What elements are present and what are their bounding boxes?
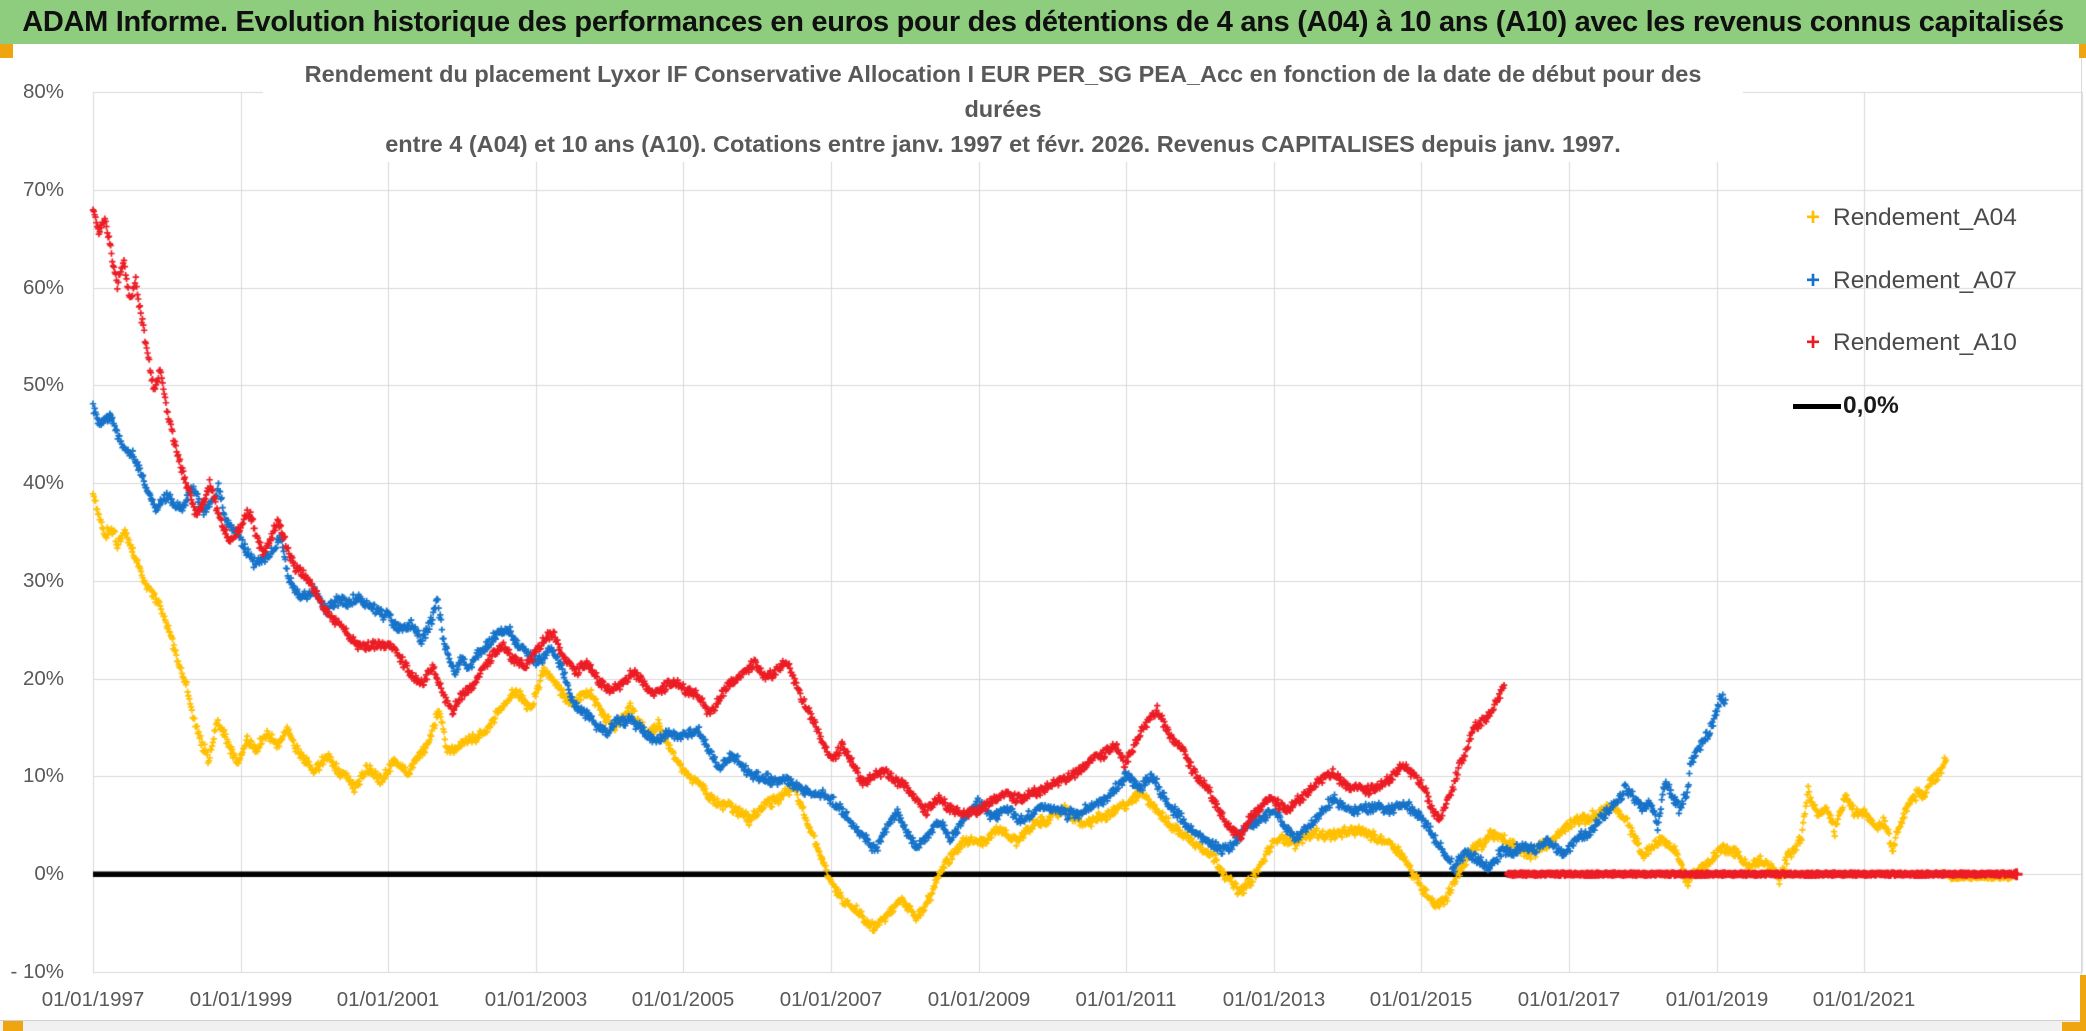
legend-label: Rendement_A10 (1833, 329, 2017, 356)
x-axis-label: 01/01/2019 (1665, 988, 1769, 1011)
x-axis-label: 01/01/2003 (484, 988, 588, 1011)
x-axis-label: 01/01/2021 (1812, 988, 1916, 1011)
y-axis-label: 20% (22, 667, 64, 690)
page-title: ADAM Informe. Evolution historique des p… (22, 5, 2064, 38)
x-axis-label: 01/01/2001 (336, 988, 440, 1011)
chart-subtitle: entre 4 (A04) et 10 ans (A10). Cotations… (385, 131, 1621, 157)
y-axis-label: 80% (22, 80, 64, 103)
x-axis-label: 01/01/1997 (41, 988, 145, 1011)
bottom-scrollbar[interactable] (0, 1020, 2086, 1031)
x-axis-label: 01/01/2005 (631, 988, 735, 1011)
y-axis-label: 0% (34, 862, 64, 885)
y-axis-label: - 10% (10, 960, 64, 983)
chart-title: Rendement du placement Lyxor IF Conserva… (304, 61, 1702, 122)
legend-item-rendement-a04[interactable]: + Rendement_A04 (1793, 203, 2017, 233)
legend-label: 0,0% (1843, 392, 1899, 419)
chart-title-block: Rendement du placement Lyxor IF Conserva… (263, 57, 1743, 162)
legend-item-rendement-a07[interactable]: + Rendement_A07 (1793, 266, 2017, 296)
y-axis-label: 30% (22, 569, 64, 592)
y-axis-label: 40% (22, 471, 64, 494)
chart-right-border (2081, 58, 2082, 1020)
legend-label: Rendement_A07 (1833, 267, 2017, 294)
gold-accent-right (2080, 975, 2086, 1031)
x-axis-label: 01/01/2011 (1075, 988, 1177, 1011)
plus-marker-icon: + (1805, 267, 1820, 294)
gold-accent-top-left (0, 44, 13, 58)
x-axis-label: 01/01/2015 (1369, 988, 1473, 1011)
x-axis-label: 01/01/2017 (1517, 988, 1621, 1011)
legend-item-rendement-a10[interactable]: + Rendement_A10 (1793, 328, 2017, 358)
y-axis-label: 50% (22, 373, 64, 396)
legend-item-zero-line[interactable]: 0,0% (1793, 391, 1899, 421)
y-axis-label: 10% (22, 764, 64, 787)
x-axis-label: 01/01/2007 (779, 988, 883, 1011)
x-axis-label: 01/01/1999 (189, 988, 293, 1011)
gold-accent-bottom-left (3, 1021, 23, 1031)
gold-accent-top-right (2079, 44, 2086, 58)
x-axis-label: 01/01/2009 (927, 988, 1031, 1011)
gold-accent-bottom-right (2062, 1022, 2086, 1031)
x-axis-label: 01/01/2013 (1222, 988, 1326, 1011)
y-axis-label: 60% (22, 276, 64, 299)
legend-label: Rendement_A04 (1833, 204, 2017, 231)
plus-marker-icon: + (1805, 204, 1820, 231)
plus-marker-icon: + (1805, 329, 1820, 356)
app-header: ADAM Informe. Evolution historique des p… (0, 0, 2086, 44)
zero-line-swatch-icon (1793, 403, 1841, 409)
y-axis-label: 70% (22, 178, 64, 201)
